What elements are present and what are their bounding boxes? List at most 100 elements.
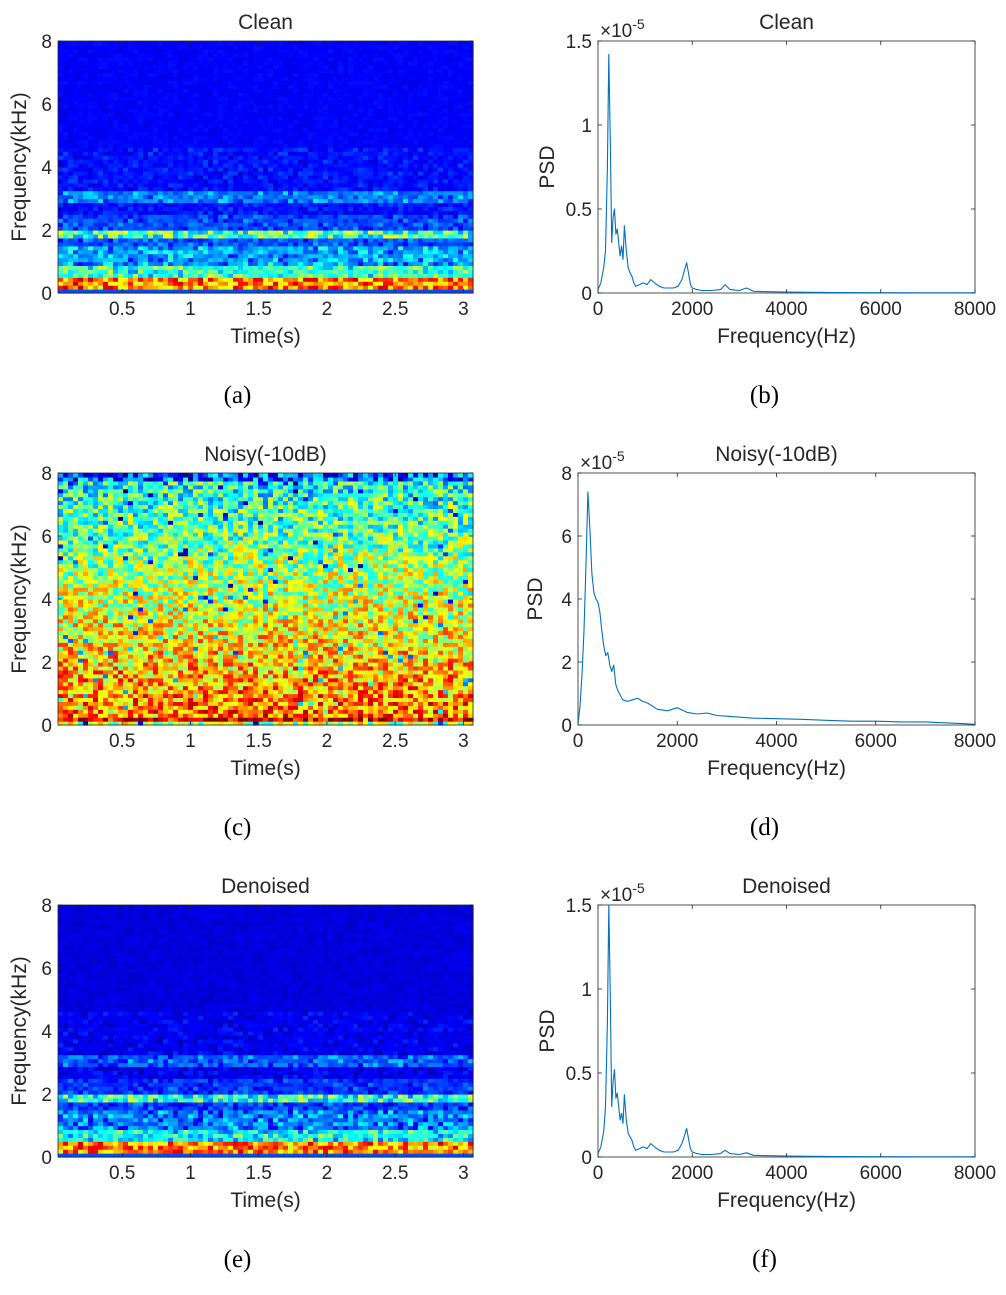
spectrogram-cell (273, 277, 279, 282)
spectrogram-cell (243, 237, 249, 243)
spectrogram-cell (438, 107, 444, 113)
spectrogram-cell (378, 230, 384, 235)
spectrogram-cell (83, 273, 89, 278)
spectrogram-cell (423, 198, 429, 204)
spectrogram-cell (173, 237, 179, 243)
spectrogram-cell (413, 253, 419, 259)
spectrogram-cell (348, 111, 354, 117)
spectrogram-cell (168, 80, 174, 85)
spectrogram-cell (413, 174, 419, 180)
spectrogram-cell (253, 174, 259, 180)
spectrogram-cell (208, 72, 214, 78)
spectrogram-cell (223, 159, 229, 164)
spectrogram-cell (428, 261, 434, 267)
spectrogram-cell (423, 241, 429, 247)
spectrogram-cell (373, 167, 379, 172)
spectrogram-cell (68, 186, 74, 192)
spectrogram-cell (198, 56, 204, 62)
spectrogram-cell (263, 151, 269, 156)
spectrogram-cell (263, 190, 269, 196)
spectrogram-cell (163, 261, 169, 267)
spectrogram-cell (158, 237, 164, 243)
spectrogram-cell (213, 68, 219, 74)
spectrogram-cell (403, 76, 409, 81)
spectrogram-cell (238, 123, 244, 129)
spectrogram-cell (433, 289, 439, 294)
spectrogram-cell (143, 72, 149, 78)
spectrogram-cell (233, 100, 239, 105)
spectrogram-cell (238, 269, 244, 274)
spectrogram-cell (408, 115, 414, 121)
spectrogram-cell (228, 104, 234, 109)
spectrogram-cell (108, 222, 114, 227)
spectrogram-cell (153, 214, 159, 219)
spectrogram-cell (373, 277, 379, 282)
spectrogram-cell (228, 44, 234, 50)
spectrogram-cell (198, 159, 204, 164)
spectrogram-cell (303, 111, 309, 117)
spectrogram-cell (318, 60, 324, 66)
spectrogram-cell (158, 257, 164, 263)
spectrogram-cell (213, 257, 219, 263)
spectrogram-cell (223, 107, 229, 113)
spectrogram-cell (238, 285, 244, 290)
spectrogram-cell (433, 44, 439, 50)
spectrogram-cell (273, 214, 279, 219)
spectrogram-cell (358, 210, 364, 215)
spectrogram-cell (233, 92, 239, 97)
spectrogram-cell (423, 131, 429, 137)
spectrogram-cell (203, 84, 209, 89)
spectrogram-cell (223, 147, 229, 152)
spectrogram-cell (303, 233, 309, 239)
spectrogram-cell (208, 214, 214, 219)
spectrogram-cell (148, 68, 154, 74)
spectrogram-cell (73, 127, 79, 133)
spectrogram-cell (233, 174, 239, 180)
spectrogram-cell (383, 230, 389, 235)
spectrogram-cell (83, 64, 89, 70)
spectrogram-cell (163, 123, 169, 129)
spectrogram-cell (343, 249, 349, 255)
spectrogram-cell (78, 190, 84, 196)
spectrogram-cell (138, 76, 144, 81)
spectrogram-cell (183, 281, 189, 286)
spectrogram-cell (168, 182, 174, 188)
spectrogram-cell (363, 202, 369, 207)
spectrogram-cell (178, 202, 184, 207)
spectrogram-cell (313, 186, 319, 192)
spectrogram-cell (223, 139, 229, 144)
spectrogram-cell (398, 52, 404, 58)
spectrogram-cells (58, 41, 474, 294)
spectrogram-cell (268, 135, 274, 141)
spectrogram-cell (293, 198, 299, 204)
spectrogram-cell (283, 202, 289, 207)
spectrogram-cell (433, 226, 439, 231)
spectrogram-cell (213, 214, 219, 219)
spectrogram-cell (248, 56, 254, 62)
spectrogram-cell (263, 119, 269, 125)
spectrogram-cell (83, 44, 89, 50)
spectrogram-cell (298, 245, 304, 251)
spectrogram-cell (403, 139, 409, 144)
spectrogram-cell (328, 261, 334, 267)
spectrogram-cell (353, 84, 359, 89)
spectrogram-cell (183, 139, 189, 144)
spectrogram-cell (193, 214, 199, 219)
spectrogram-cell (413, 237, 419, 243)
spectrogram-cell (418, 104, 424, 109)
spectrogram-cell (373, 257, 379, 263)
spectrogram-cell (138, 56, 144, 62)
spectrogram-cell (233, 285, 239, 290)
spectrogram-cell (68, 182, 74, 188)
spectrogram-cell (363, 285, 369, 290)
spectrogram-cell (303, 88, 309, 93)
spectrogram-cell (83, 111, 89, 117)
spectrogram-cell (248, 206, 254, 211)
spectrogram-cell (98, 60, 104, 66)
spectrogram-cell (368, 115, 374, 121)
spectrogram-cell (103, 285, 109, 290)
spectrogram-cell (118, 210, 124, 215)
spectrogram-cell (68, 285, 74, 290)
spectrogram-cell (338, 147, 344, 152)
spectrogram-cell (168, 261, 174, 267)
